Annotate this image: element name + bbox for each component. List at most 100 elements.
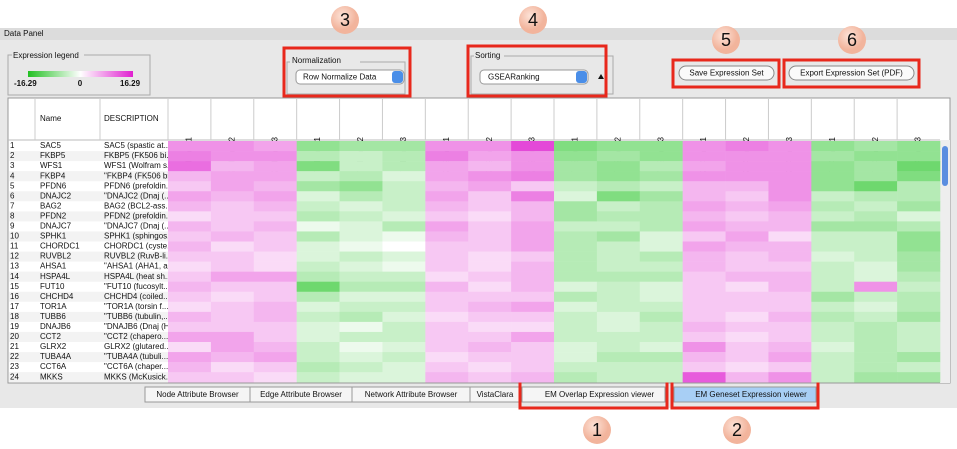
heatmap-cell [168, 211, 212, 222]
heatmap-cell [296, 321, 340, 333]
heatmap-cell [639, 231, 683, 242]
heatmap-cell [382, 291, 426, 303]
heatmap-cell [596, 321, 641, 333]
callout-circle [331, 6, 359, 34]
gene-description: "FUT10 (fucosylt... [104, 282, 170, 291]
heatmap-cell [639, 241, 683, 252]
scroll-thumb[interactable] [942, 146, 948, 186]
heatmap-cell [725, 362, 769, 373]
heatmap-cell [682, 221, 726, 232]
heatmap-cell [639, 291, 683, 303]
heatmap-cell [596, 171, 641, 182]
group-label-bg [474, 51, 504, 61]
heatmap-cell [253, 301, 297, 313]
heatmap-cell [168, 321, 212, 333]
heatmap-cell [554, 141, 598, 152]
callout-number: 6 [847, 30, 857, 50]
tab[interactable] [673, 386, 817, 403]
heatmap-cell [425, 181, 469, 192]
heatmap-cell [425, 251, 469, 262]
heatmap-cell [854, 141, 898, 152]
legend-label-bg [12, 51, 84, 60]
callout-circle [519, 6, 547, 34]
heatmap-cell [511, 241, 555, 252]
heatmap-cell [725, 321, 769, 333]
heatmap-cell [339, 331, 383, 343]
callouts: 1 2 3 4 5 6 [331, 6, 866, 444]
heatmap-cell [554, 352, 598, 363]
heatmap-cell [339, 251, 383, 262]
heatmap-cell [253, 201, 297, 212]
heatmap-cell [296, 281, 340, 293]
heatmap-cell [468, 211, 512, 222]
heatmap-cell [897, 231, 941, 242]
heatmap-cell [897, 251, 941, 262]
heatmap-cell [168, 331, 212, 343]
highlight-box [466, 44, 608, 98]
gene-description: PFDN6 (prefoldin... [104, 181, 172, 190]
save-button[interactable] [678, 65, 775, 81]
heatmap-cell [725, 241, 769, 252]
row-index: 21 [10, 342, 19, 351]
gene-description: CHORDC1 (cyste... [104, 242, 174, 251]
heatmap-cell [682, 241, 726, 252]
scrollbar[interactable] [940, 140, 950, 383]
heatmap-cell [811, 241, 855, 252]
heatmap-cell [639, 301, 683, 313]
heatmap-cell [639, 251, 683, 262]
heatmap-cell [639, 281, 683, 293]
export-button[interactable] [788, 65, 915, 81]
heatmap-cell [768, 201, 812, 212]
heatmap-cell [682, 291, 726, 303]
heatmap-cell [682, 181, 726, 192]
heatmap-cell [725, 221, 769, 232]
heatmap-cell [382, 271, 426, 282]
heatmap-cell [253, 221, 297, 232]
sort-arrow[interactable] [598, 74, 604, 79]
heatmap-cell [725, 211, 769, 222]
heatmap-cell [768, 211, 812, 222]
heatmap-cell [596, 301, 641, 313]
normalization-select[interactable] [295, 69, 405, 85]
row-index: 2 [10, 151, 15, 160]
heatmap-cell [725, 342, 769, 353]
heatmap-cell [811, 151, 855, 162]
heatmap-cell [425, 362, 469, 373]
heatmap-cell [811, 261, 855, 272]
heatmap-cell [339, 352, 383, 363]
heatmap-cell [339, 231, 383, 242]
tab-label: VistaClara [477, 390, 514, 399]
tab-label: EM Geneset Expression viewer [695, 390, 807, 399]
legend-min: -16.29 [14, 79, 37, 88]
tab[interactable] [521, 386, 666, 403]
heatmap-cell [296, 251, 340, 262]
heatmap-cell [425, 321, 469, 333]
heatmap-cell [253, 321, 297, 333]
heatmap-cell [811, 331, 855, 343]
legend-gradient [28, 71, 133, 77]
heatmap-cell [682, 281, 726, 293]
row-index: 13 [10, 262, 19, 271]
heatmap-cell [554, 191, 598, 202]
heatmap-cell [468, 241, 512, 252]
heatmap-cell [425, 281, 469, 293]
heatmap-cell [554, 251, 598, 262]
heatmap-cell [768, 151, 812, 162]
heatmap-cell [897, 352, 941, 363]
gene-name: TUBA4A [40, 352, 72, 361]
heatmap-cell [682, 342, 726, 353]
heatmap-cell [811, 211, 855, 222]
heatmap-cell [768, 321, 812, 333]
heatmap-cell [639, 151, 683, 162]
heatmap-cell [296, 181, 340, 192]
sorting-select[interactable] [479, 69, 589, 85]
callout-number: 5 [721, 30, 731, 50]
heatmap-cell [168, 201, 212, 212]
heatmap-cell [168, 362, 212, 373]
heatmap-cell [339, 321, 383, 333]
heatmap-cell [854, 201, 898, 212]
heatmap-cell [168, 231, 212, 242]
heatmap-cell [554, 342, 598, 353]
heatmap-cell [725, 171, 769, 182]
header-name: Name [40, 114, 62, 123]
